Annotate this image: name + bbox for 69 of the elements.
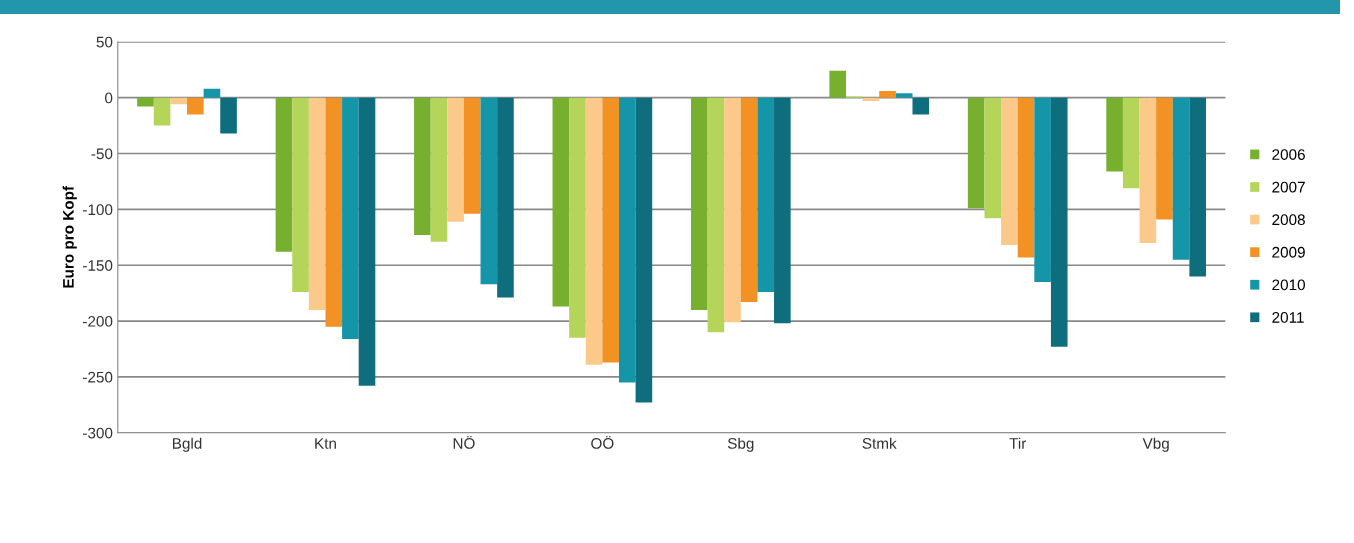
bar xyxy=(895,93,913,98)
bar xyxy=(447,97,464,222)
x-tick-label: Sbg xyxy=(727,437,754,452)
bar xyxy=(137,97,154,107)
bar xyxy=(1050,97,1068,347)
y-tick-label: -250 xyxy=(83,371,113,383)
bar xyxy=(153,97,171,126)
bar xyxy=(879,90,896,98)
y-tick-label: -100 xyxy=(83,204,113,216)
bar xyxy=(552,97,570,307)
bar xyxy=(308,97,326,310)
x-tick-label: NÖ xyxy=(453,435,475,449)
legend-label: 2011 xyxy=(1272,312,1304,323)
bar xyxy=(1001,97,1018,246)
bar xyxy=(740,97,758,303)
bar xyxy=(342,97,359,339)
bar xyxy=(618,97,636,383)
x-tick-label: Vbg xyxy=(1142,437,1169,452)
bar xyxy=(358,97,376,386)
bar xyxy=(724,97,741,323)
bar xyxy=(275,97,293,252)
y-tick-label: -50 xyxy=(91,148,113,160)
x-tick-label: Tir xyxy=(1009,437,1027,449)
bar xyxy=(463,97,481,214)
bar xyxy=(187,97,204,115)
bar xyxy=(707,97,725,333)
x-tick-label: OÖ xyxy=(591,435,614,449)
bar xyxy=(170,97,188,105)
y-tick-label: 0 xyxy=(105,92,113,104)
legend-label: 2007 xyxy=(1272,181,1305,193)
legend-label: 2008 xyxy=(1272,214,1305,226)
bar xyxy=(414,97,431,236)
y-tick-label: -150 xyxy=(83,260,113,271)
y-tick-label: -200 xyxy=(83,315,113,327)
bar xyxy=(220,97,237,134)
bar xyxy=(203,88,221,98)
bar xyxy=(829,70,847,98)
bar xyxy=(912,97,930,115)
legend-label: 2009 xyxy=(1272,246,1305,258)
bar xyxy=(1017,97,1035,258)
y-tick-label: -300 xyxy=(83,427,113,439)
bar xyxy=(497,97,514,298)
y-axis-title: Euro pro Kopf xyxy=(62,185,77,288)
legend-label: 2010 xyxy=(1272,279,1305,291)
bar xyxy=(690,97,708,310)
bar xyxy=(602,97,619,363)
bar xyxy=(480,97,498,285)
x-tick-label: Stmk xyxy=(862,437,897,449)
bar xyxy=(585,97,603,365)
bar xyxy=(635,97,653,403)
bar xyxy=(292,97,309,293)
bar xyxy=(984,97,1002,219)
bar xyxy=(1172,97,1190,260)
bar xyxy=(325,97,343,327)
bar xyxy=(1139,97,1157,243)
bar xyxy=(430,97,448,242)
x-tick-label: Bgld xyxy=(172,437,202,452)
bar xyxy=(1034,97,1051,282)
bar xyxy=(569,97,586,338)
y-tick-label: 50 xyxy=(96,36,113,48)
bar xyxy=(1106,97,1123,172)
x-tick-label: Ktn xyxy=(315,438,336,449)
bar xyxy=(1156,97,1173,220)
bar xyxy=(1189,97,1206,277)
bar xyxy=(967,97,985,209)
bar xyxy=(774,97,791,324)
legend-label: 2006 xyxy=(1272,149,1305,160)
bar xyxy=(757,97,775,293)
bar xyxy=(1122,97,1140,189)
